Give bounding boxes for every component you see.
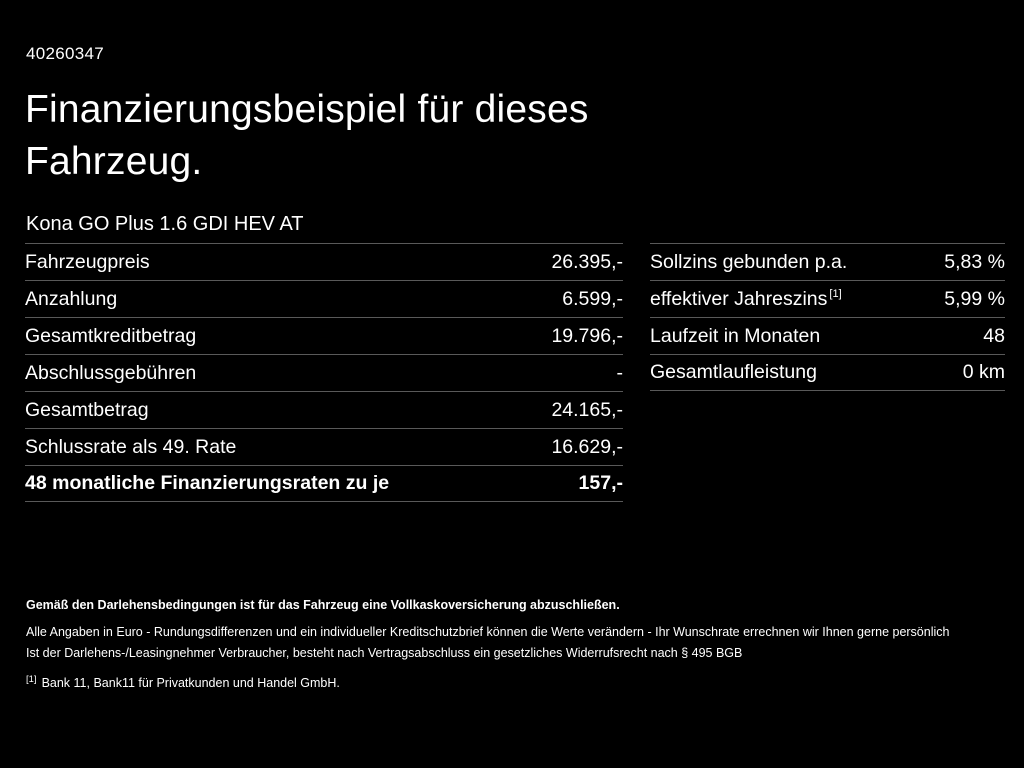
table-row-gesamtkreditbetrag: Gesamtkreditbetrag 19.796,- bbox=[25, 317, 623, 354]
vehicle-name: Kona GO Plus 1.6 GDI HEV AT bbox=[26, 213, 304, 235]
footnote-text: Bank 11, Bank11 für Privatkunden und Han… bbox=[41, 676, 340, 691]
row-value: 157,- bbox=[578, 472, 623, 494]
disclaimer-note-1: Alle Angaben in Euro - Rundungsdifferenz… bbox=[26, 625, 950, 639]
row-value: 19.796,- bbox=[551, 324, 623, 347]
row-value: 16.629,- bbox=[551, 435, 623, 458]
table-row-laufzeit: Laufzeit in Monaten 48 bbox=[650, 317, 1005, 354]
footnote-marker: [1] bbox=[26, 674, 37, 685]
page-title: Finanzierungsbeispiel für dieses Fahrzeug… bbox=[25, 84, 589, 188]
financing-table-left: Fahrzeugpreis 26.395,- Anzahlung 6.599,-… bbox=[25, 243, 623, 502]
row-label: Fahrzeugpreis bbox=[25, 250, 150, 273]
row-label: effektiver Jahreszins [1] bbox=[650, 287, 842, 310]
table-row-schlussrate: Schlussrate als 49. Rate 16.629,- bbox=[25, 428, 623, 465]
legal-footer: Gemäß den Darlehensbedingungen ist für d… bbox=[26, 598, 1004, 691]
row-value: 24.165,- bbox=[551, 398, 623, 421]
row-label: Anzahlung bbox=[25, 287, 118, 310]
table-row-sollzins: Sollzins gebunden p.a. 5,83 % bbox=[650, 243, 1005, 280]
table-row-gesamtbetrag: Gesamtbetrag 24.165,- bbox=[25, 391, 623, 428]
table-row-monatsrate: 48 monatliche Finanzierungsraten zu je 1… bbox=[25, 465, 623, 502]
row-value: 5,83 % bbox=[944, 250, 1005, 273]
row-value: 6.599,- bbox=[562, 287, 623, 310]
table-row-fahrzeugpreis: Fahrzeugpreis 26.395,- bbox=[25, 243, 623, 280]
row-label: Schlussrate als 49. Rate bbox=[25, 435, 237, 458]
financing-table-right: Sollzins gebunden p.a. 5,83 % effektiver… bbox=[650, 243, 1005, 391]
footnote-marker: [1] bbox=[829, 288, 842, 300]
listing-id: 40260347 bbox=[26, 44, 105, 63]
row-value: 0 km bbox=[962, 361, 1005, 383]
row-label: Sollzins gebunden p.a. bbox=[650, 250, 848, 273]
row-label: Abschlussgebühren bbox=[25, 361, 197, 384]
row-label: Gesamtlaufleistung bbox=[650, 361, 817, 383]
row-value: 26.395,- bbox=[551, 250, 623, 273]
table-row-gesamtlaufleistung: Gesamtlaufleistung 0 km bbox=[650, 354, 1005, 391]
bank-footnote: [1] Bank 11, Bank11 für Privatkunden und … bbox=[26, 672, 1004, 691]
page-title-line1: Finanzierungsbeispiel für dieses bbox=[25, 88, 589, 131]
row-label: 48 monatliche Finanzierungsraten zu je bbox=[25, 472, 390, 494]
insurance-note: Gemäß den Darlehensbedingungen ist für d… bbox=[26, 598, 620, 612]
row-value: 5,99 % bbox=[944, 287, 1005, 310]
row-label: Gesamtbetrag bbox=[25, 398, 149, 421]
row-label: Laufzeit in Monaten bbox=[650, 324, 821, 347]
disclaimer-note-2: Ist der Darlehens-/Leasingnehmer Verbrau… bbox=[26, 646, 743, 660]
financing-tables: Fahrzeugpreis 26.395,- Anzahlung 6.599,-… bbox=[25, 243, 1005, 502]
page-title-line2: Fahrzeug. bbox=[25, 140, 203, 183]
table-row-abschlussgebuehren: Abschlussgebühren - bbox=[25, 354, 623, 391]
row-value: - bbox=[616, 361, 624, 384]
table-row-anzahlung: Anzahlung 6.599,- bbox=[25, 280, 623, 317]
row-label: Gesamtkreditbetrag bbox=[25, 324, 197, 347]
row-value: 48 bbox=[983, 324, 1005, 347]
table-row-effektiver-jahreszins: effektiver Jahreszins [1] 5,99 % bbox=[650, 280, 1005, 317]
